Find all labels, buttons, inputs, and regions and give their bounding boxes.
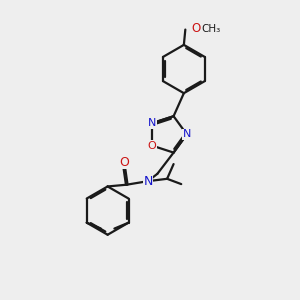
Text: O: O — [119, 155, 129, 169]
Text: O: O — [191, 22, 200, 35]
Text: CH₃: CH₃ — [202, 24, 221, 34]
Text: N: N — [143, 175, 153, 188]
Text: N: N — [183, 129, 191, 140]
Text: N: N — [148, 118, 156, 128]
Text: O: O — [148, 141, 157, 151]
